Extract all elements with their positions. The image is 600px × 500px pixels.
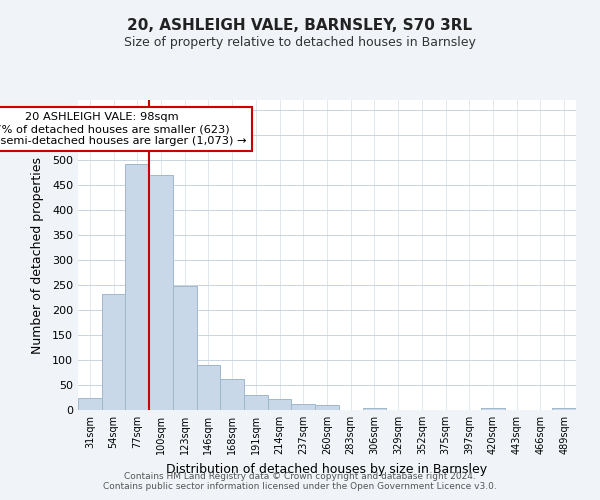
Bar <box>173 286 197 410</box>
Text: 20 ASHLEIGH VALE: 98sqm
← 37% of detached houses are smaller (623)
63% of semi-d: 20 ASHLEIGH VALE: 98sqm ← 37% of detache… <box>0 112 247 146</box>
Bar <box>244 395 268 410</box>
X-axis label: Distribution of detached houses by size in Barnsley: Distribution of detached houses by size … <box>166 462 488 475</box>
Bar <box>149 175 173 410</box>
Bar <box>220 378 244 410</box>
Text: Contains public sector information licensed under the Open Government Licence v3: Contains public sector information licen… <box>103 482 497 491</box>
Bar <box>315 404 339 410</box>
Bar <box>292 404 315 410</box>
Text: Size of property relative to detached houses in Barnsley: Size of property relative to detached ho… <box>124 36 476 49</box>
Bar <box>125 164 149 410</box>
Y-axis label: Number of detached properties: Number of detached properties <box>31 156 44 354</box>
Bar <box>362 408 386 410</box>
Bar <box>102 294 125 410</box>
Bar <box>552 408 576 410</box>
Text: Contains HM Land Registry data © Crown copyright and database right 2024.: Contains HM Land Registry data © Crown c… <box>124 472 476 481</box>
Text: 20, ASHLEIGH VALE, BARNSLEY, S70 3RL: 20, ASHLEIGH VALE, BARNSLEY, S70 3RL <box>127 18 473 32</box>
Bar <box>481 408 505 410</box>
Bar <box>197 365 220 410</box>
Bar <box>78 398 102 410</box>
Bar <box>268 399 292 410</box>
